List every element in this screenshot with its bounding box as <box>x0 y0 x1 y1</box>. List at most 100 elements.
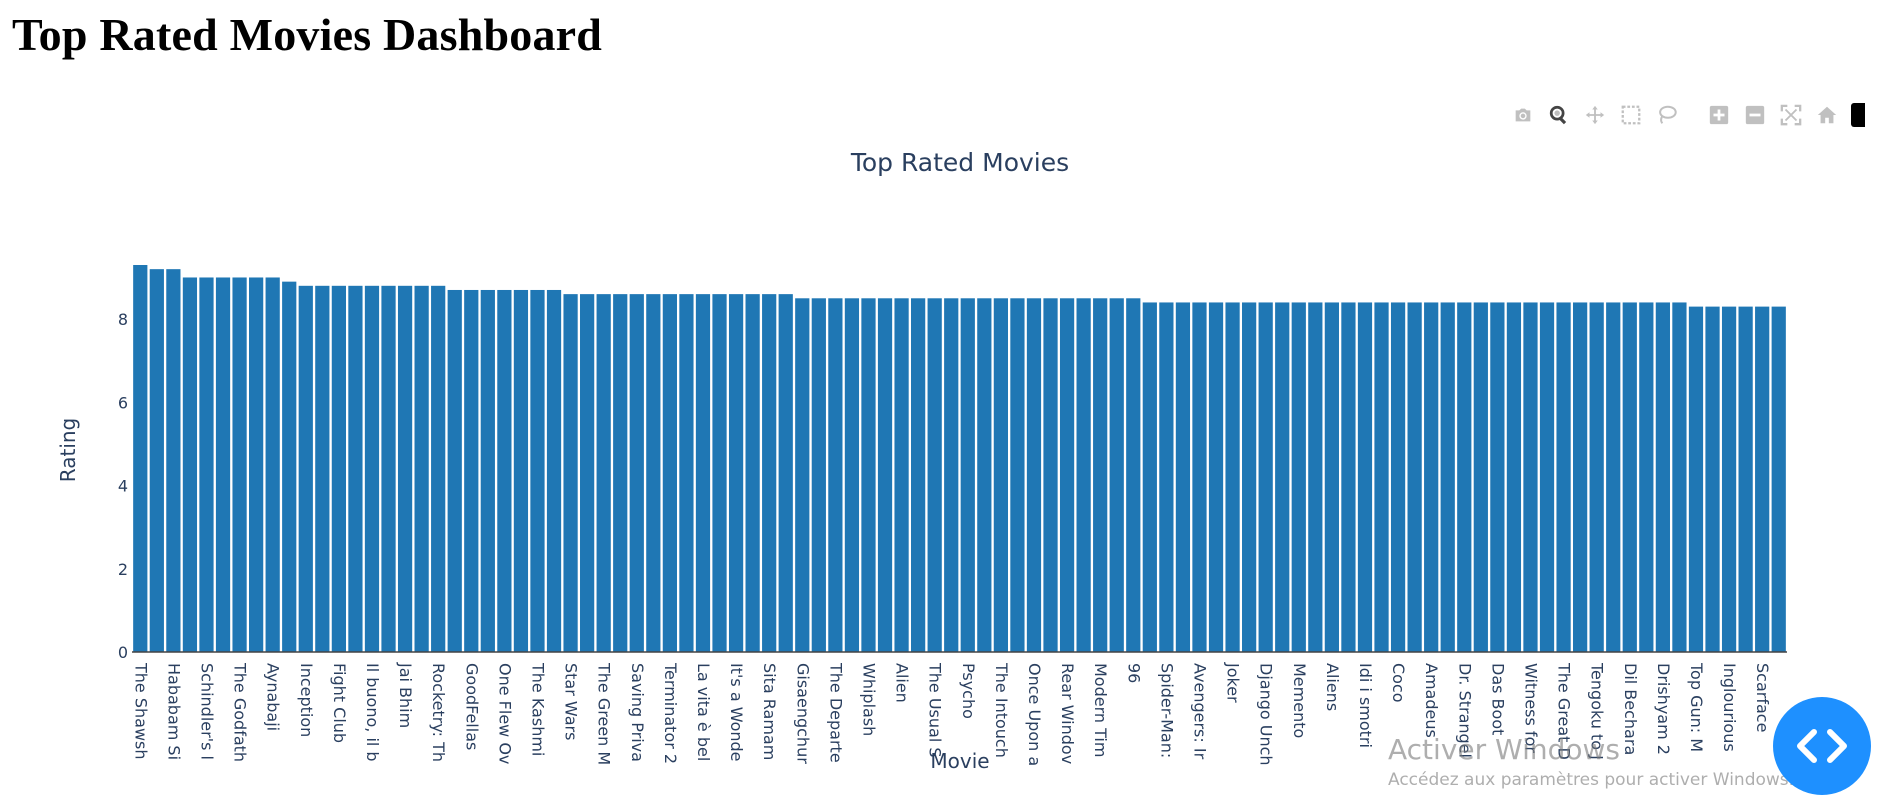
bar[interactable] <box>249 277 264 652</box>
bar[interactable] <box>596 294 611 652</box>
bar[interactable] <box>480 289 495 652</box>
bar[interactable] <box>662 294 677 652</box>
bar[interactable] <box>414 285 429 652</box>
bar[interactable] <box>133 265 148 652</box>
bar[interactable] <box>1258 302 1273 652</box>
bar[interactable] <box>530 289 545 652</box>
bar[interactable] <box>1606 302 1621 652</box>
box-select-icon[interactable] <box>1613 101 1649 129</box>
bar[interactable] <box>1424 302 1439 652</box>
bar[interactable] <box>1026 298 1042 652</box>
bar[interactable] <box>728 294 744 652</box>
bar[interactable] <box>1473 302 1488 652</box>
camera-icon[interactable] <box>1505 101 1541 129</box>
bar[interactable] <box>795 298 810 652</box>
bar[interactable] <box>513 289 529 652</box>
bar[interactable] <box>1142 302 1157 652</box>
bar[interactable] <box>993 298 1008 652</box>
bar[interactable] <box>1126 298 1141 652</box>
bar[interactable] <box>364 285 380 652</box>
bar[interactable] <box>1573 302 1588 652</box>
bar[interactable] <box>1655 302 1670 652</box>
bar[interactable] <box>960 298 975 652</box>
bar[interactable] <box>315 285 330 652</box>
bar[interactable] <box>1291 302 1306 652</box>
bar[interactable] <box>1688 306 1704 652</box>
bar[interactable] <box>613 294 628 652</box>
bar[interactable] <box>348 285 363 652</box>
bar[interactable] <box>1771 306 1786 652</box>
bar[interactable] <box>861 298 876 652</box>
bar[interactable] <box>166 269 181 652</box>
bar[interactable] <box>1390 302 1406 652</box>
bar[interactable] <box>447 289 462 652</box>
bar[interactable] <box>1242 302 1257 652</box>
bar[interactable] <box>1523 302 1538 652</box>
bar[interactable] <box>679 294 694 652</box>
plotly-logo[interactable] <box>1851 103 1865 127</box>
bar[interactable] <box>911 298 926 652</box>
bar[interactable] <box>1192 302 1207 652</box>
bar[interactable] <box>1341 302 1356 652</box>
bar[interactable] <box>811 298 826 652</box>
bar[interactable] <box>563 294 578 652</box>
bar[interactable] <box>1457 302 1472 652</box>
bar[interactable] <box>1490 302 1505 652</box>
bar[interactable] <box>1175 302 1191 652</box>
bar[interactable] <box>1159 302 1174 652</box>
bar[interactable] <box>397 285 413 652</box>
bar[interactable] <box>712 294 727 652</box>
bar[interactable] <box>215 277 231 652</box>
bar[interactable] <box>1076 298 1091 652</box>
bar[interactable] <box>546 289 562 652</box>
zoom-icon[interactable] <box>1541 101 1577 129</box>
bar[interactable] <box>1308 302 1323 652</box>
bar[interactable] <box>1639 302 1654 652</box>
bar[interactable] <box>149 269 164 652</box>
bar[interactable] <box>695 294 711 652</box>
bar[interactable] <box>828 298 843 652</box>
zoom-out-icon[interactable] <box>1737 101 1773 129</box>
bar[interactable] <box>944 298 959 652</box>
bar[interactable] <box>1225 302 1240 652</box>
reset-axes-icon[interactable] <box>1809 101 1845 129</box>
bar[interactable] <box>1208 302 1224 652</box>
bar[interactable] <box>778 294 793 652</box>
bar[interactable] <box>431 285 446 652</box>
autoscale-icon[interactable] <box>1773 101 1809 129</box>
bar[interactable] <box>1407 302 1422 652</box>
bar[interactable] <box>1010 298 1025 652</box>
bar[interactable] <box>199 277 214 652</box>
bar[interactable] <box>646 294 661 652</box>
bar[interactable] <box>497 289 512 652</box>
bar[interactable] <box>232 277 247 652</box>
bar[interactable] <box>298 285 313 652</box>
bar[interactable] <box>1324 302 1339 652</box>
bar[interactable] <box>1440 302 1455 652</box>
bar[interactable] <box>762 294 777 652</box>
bar[interactable] <box>1738 306 1753 652</box>
bar[interactable] <box>1506 302 1522 652</box>
bar[interactable] <box>894 298 909 652</box>
bar[interactable] <box>381 285 396 652</box>
bar[interactable] <box>1093 298 1108 652</box>
bar[interactable] <box>464 289 479 652</box>
bar[interactable] <box>977 298 992 652</box>
bar[interactable] <box>1672 302 1687 652</box>
bar[interactable] <box>1357 302 1373 652</box>
bar[interactable] <box>1721 306 1737 652</box>
bar[interactable] <box>331 285 346 652</box>
bar[interactable] <box>1589 302 1604 652</box>
bar[interactable] <box>1275 302 1290 652</box>
bar[interactable] <box>580 294 595 652</box>
zoom-in-icon[interactable] <box>1701 101 1737 129</box>
bar[interactable] <box>1755 306 1770 652</box>
bar[interactable] <box>1539 302 1555 652</box>
bar[interactable] <box>1556 302 1571 652</box>
bar[interactable] <box>182 277 198 652</box>
bar[interactable] <box>877 298 893 652</box>
bar[interactable] <box>1705 306 1720 652</box>
bar[interactable] <box>1043 298 1058 652</box>
bar[interactable] <box>265 277 280 652</box>
bar[interactable] <box>844 298 860 652</box>
